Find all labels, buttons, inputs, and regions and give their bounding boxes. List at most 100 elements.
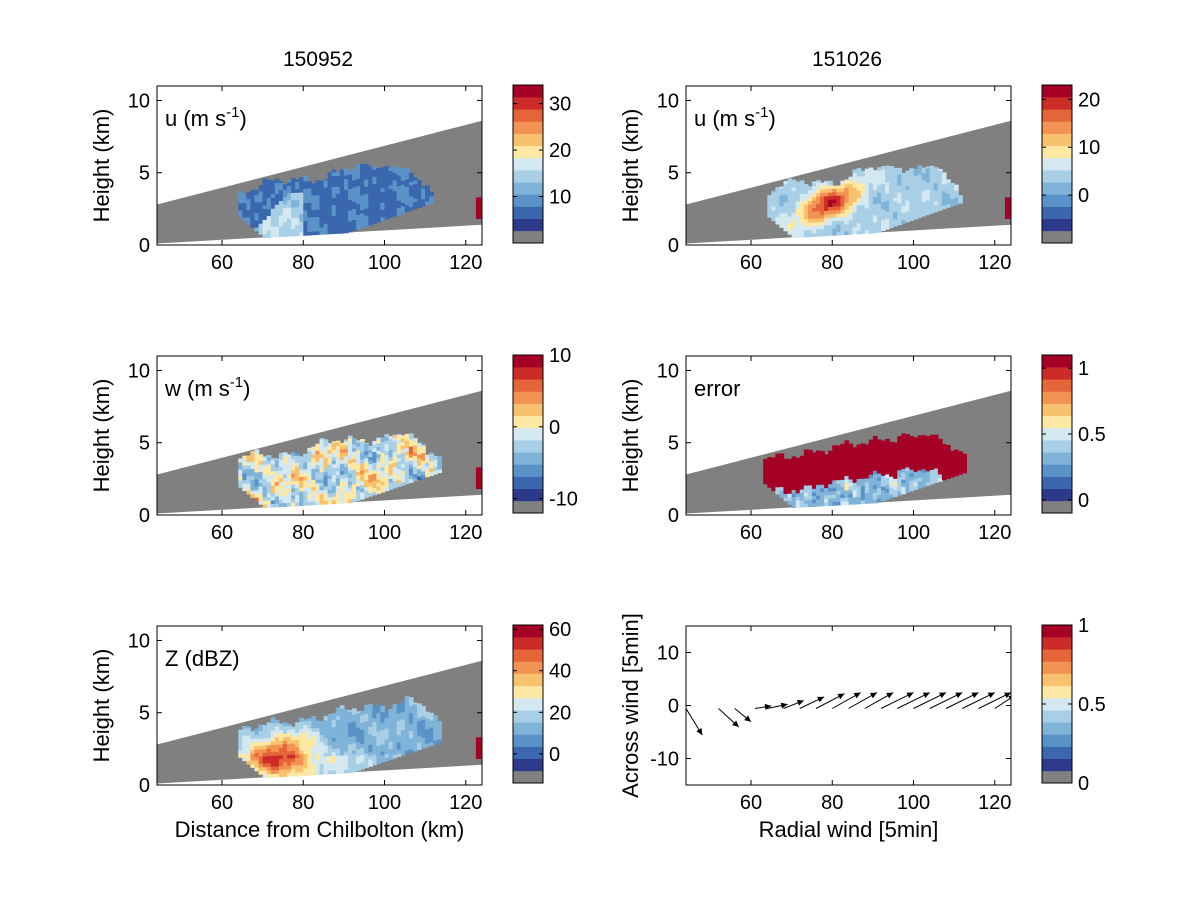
echo-cell: [860, 449, 866, 454]
echo-cell: [881, 457, 886, 462]
echo-cell: [238, 195, 243, 200]
echo-cell: [287, 228, 292, 233]
colorbar-segment: [1042, 673, 1072, 687]
echo-cell: [828, 220, 833, 226]
echo-cell: [795, 215, 801, 220]
echo-cell: [921, 179, 927, 184]
echo-cell: [771, 190, 776, 193]
echo-cell: [832, 454, 837, 459]
echo-cell: [791, 230, 797, 235]
echo-cell: [295, 185, 300, 190]
echo-cell: [327, 179, 333, 184]
echo-cell: [266, 744, 272, 749]
echo-cell: [262, 763, 268, 768]
echo-cell: [343, 174, 349, 180]
echo-cell: [254, 227, 260, 232]
echo-cell: [856, 492, 862, 497]
echo-cell: [242, 458, 247, 463]
echo-cell: [864, 456, 870, 461]
echo-cell: [295, 498, 300, 503]
echo-cell: [307, 746, 312, 751]
echo-cell: [421, 737, 426, 742]
echo-cell: [339, 175, 345, 180]
echo-cell: [347, 441, 353, 446]
echo-cell: [307, 486, 312, 491]
echo-cell: [254, 486, 260, 491]
echo-cell: [384, 186, 390, 191]
echo-cell: [356, 471, 361, 476]
echo-cell: [905, 481, 911, 486]
echo-cell: [299, 483, 304, 488]
echo-cell: [287, 466, 292, 471]
echo-cell: [925, 481, 931, 486]
echo-cell: [433, 459, 438, 464]
panel-label: u (m s-1): [694, 104, 776, 131]
echo-cell: [885, 484, 890, 489]
echo-cell: [376, 709, 382, 714]
echo-cell: [408, 195, 414, 200]
axes-frame: [685, 355, 1012, 516]
echo-cell: [327, 460, 333, 465]
echo-cell: [917, 199, 923, 204]
echo-cell: [791, 197, 797, 202]
echo-cell: [352, 757, 357, 762]
echo-cell: [299, 746, 304, 751]
echo-cell: [396, 705, 402, 710]
echo-cell: [836, 476, 841, 481]
echo-cell: [937, 188, 943, 193]
echo-cell: [270, 458, 276, 461]
axes-frame: [156, 355, 483, 516]
echo-cell: [327, 485, 333, 490]
echo-cell: [852, 482, 858, 487]
echo-cell: [828, 213, 833, 218]
echo-cell: [913, 208, 919, 213]
echo-cell: [885, 477, 890, 482]
echo-cell: [307, 184, 312, 189]
echo-cell: [872, 437, 878, 442]
echo-cell: [917, 213, 923, 218]
echo-cell: [433, 725, 438, 730]
echo-cell: [270, 488, 276, 494]
echo-cell: [844, 450, 850, 455]
echo-cell: [327, 755, 333, 760]
echo-cell: [278, 769, 284, 774]
echo-cell: [425, 739, 430, 744]
colorbar-segment: [513, 133, 543, 147]
colorbar-segment: [1042, 403, 1072, 417]
echo-cell: [347, 437, 353, 442]
echo-cell: [376, 745, 382, 750]
echo-cell: [364, 706, 369, 711]
echo-cell: [311, 493, 317, 498]
echo-cell: [811, 211, 817, 216]
axes-frame: [156, 625, 483, 786]
echo-cell: [816, 189, 821, 194]
echo-cell: [356, 167, 361, 172]
echo-cell: [962, 454, 967, 459]
echo-cell: [291, 466, 296, 471]
echo-cell: [372, 473, 377, 478]
echo-cell: [783, 183, 789, 188]
echo-cell: [274, 719, 280, 724]
echo-cell: [925, 178, 931, 183]
echo-cell: [331, 172, 337, 177]
echo-cell: [376, 734, 382, 739]
echo-cell: [889, 187, 894, 192]
echo-cell: [287, 502, 292, 507]
echo-cell: [840, 497, 846, 502]
echo-cell: [820, 451, 825, 453]
echo-cell: [937, 444, 943, 450]
echo-cell: [771, 457, 776, 459]
echo-cell: [291, 743, 296, 748]
echo-cell: [356, 171, 361, 176]
echo-cell: [396, 479, 402, 484]
echo-cell: [848, 468, 854, 473]
echo-cell: [258, 467, 264, 473]
echo-cell: [400, 718, 406, 724]
echo-cell: [783, 216, 789, 221]
y-tick-label: 10: [657, 360, 679, 382]
echo-cell: [437, 455, 442, 459]
echo-cell: [844, 464, 850, 469]
echo-cell: [360, 714, 365, 719]
echo-cell: [860, 204, 866, 209]
echo-cell: [876, 170, 882, 175]
